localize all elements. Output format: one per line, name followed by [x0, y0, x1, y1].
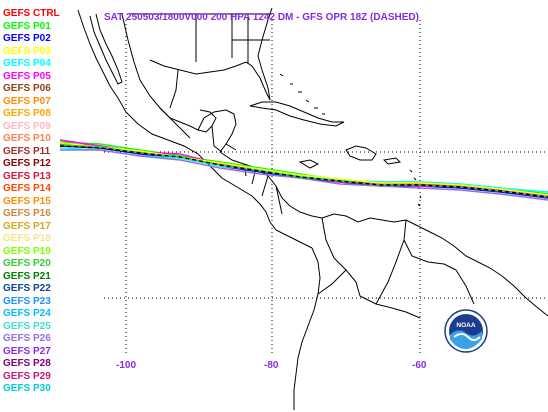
yucatan [197, 109, 237, 153]
map-title: SAT 250503/1800V000 200 HPA 1242 DM - GF… [104, 12, 419, 23]
legend-item: GEFS P13 [3, 170, 51, 182]
legend-item: GEFS P18 [3, 233, 51, 244]
coastlines [77, 7, 548, 410]
south-america-west-coast [293, 247, 321, 410]
legend-item: GEFS P28 [3, 358, 51, 369]
legend-item: GEFS P22 [3, 283, 51, 294]
country-borders [317, 217, 475, 319]
legend-item: GEFS P17 [3, 220, 51, 232]
legend-item: GEFS P01 [3, 20, 51, 32]
jamaica [298, 159, 320, 169]
south-america-coast [321, 213, 548, 317]
legend-item: GEFS P23 [3, 295, 51, 307]
contour-p26 [60, 149, 548, 201]
legend-item: GEFS P06 [3, 83, 51, 94]
mexico-borders [159, 69, 283, 215]
legend-item: GEFS P25 [3, 320, 51, 332]
legend-item: GEFS P10 [3, 133, 51, 144]
us-state-borders [130, 13, 270, 64]
contour-p02 [59, 145, 548, 199]
legend-item: GEFS P16 [3, 208, 51, 219]
svg-text:NOAA: NOAA [456, 322, 475, 329]
legend-item: GEFS P24 [3, 308, 51, 319]
cuba [249, 101, 345, 127]
legend-item: GEFS P26 [3, 333, 51, 344]
legend-item: GEFS P03 [3, 45, 51, 57]
gulf-coast [121, 13, 217, 133]
legend-item: GEFS P07 [3, 95, 51, 107]
legend-item: GEFS P21 [3, 270, 51, 282]
lon-label-60w: -60 [412, 360, 427, 371]
legend-item: GEFS P08 [3, 108, 51, 119]
puerto-rico [382, 157, 402, 165]
baja-peninsula [89, 13, 123, 85]
legend-item: GEFS P30 [3, 383, 51, 394]
legend-item: GEFS P15 [3, 195, 51, 207]
legend-item: GEFS P27 [3, 345, 51, 357]
legend: GEFS CTRL GEFS P01 GEFS P02 GEFS P03 GEFS P0… [3, 8, 60, 396]
legend-item: GEFS CTRL [3, 8, 60, 19]
contour-p03 [59, 142, 548, 196]
noaa-logo-icon: NOAA [444, 309, 488, 353]
legend-item: GEFS P04 [3, 58, 51, 69]
mexico-pacific-coast [77, 9, 313, 249]
legend-item: GEFS P11 [3, 145, 51, 157]
us-gulf-coast [149, 7, 273, 101]
central-america-caribbean [219, 151, 323, 219]
legend-item: GEFS P02 [3, 33, 51, 44]
legend-item: GEFS P19 [3, 245, 51, 257]
hispaniola [345, 145, 377, 161]
legend-item: GEFS P14 [3, 183, 51, 194]
bahamas [279, 73, 325, 115]
lon-label-80w: -80 [264, 360, 279, 371]
ensemble-contours [59, 139, 548, 201]
lon-label-100w: -100 [116, 360, 137, 371]
legend-item: GEFS P09 [3, 120, 51, 132]
legend-item: GEFS P20 [3, 258, 51, 269]
legend-item: GEFS P29 [3, 370, 51, 382]
legend-item: GEFS P05 [3, 70, 51, 82]
contour-opr-dashed [59, 145, 548, 198]
legend-item: GEFS P12 [3, 158, 51, 169]
